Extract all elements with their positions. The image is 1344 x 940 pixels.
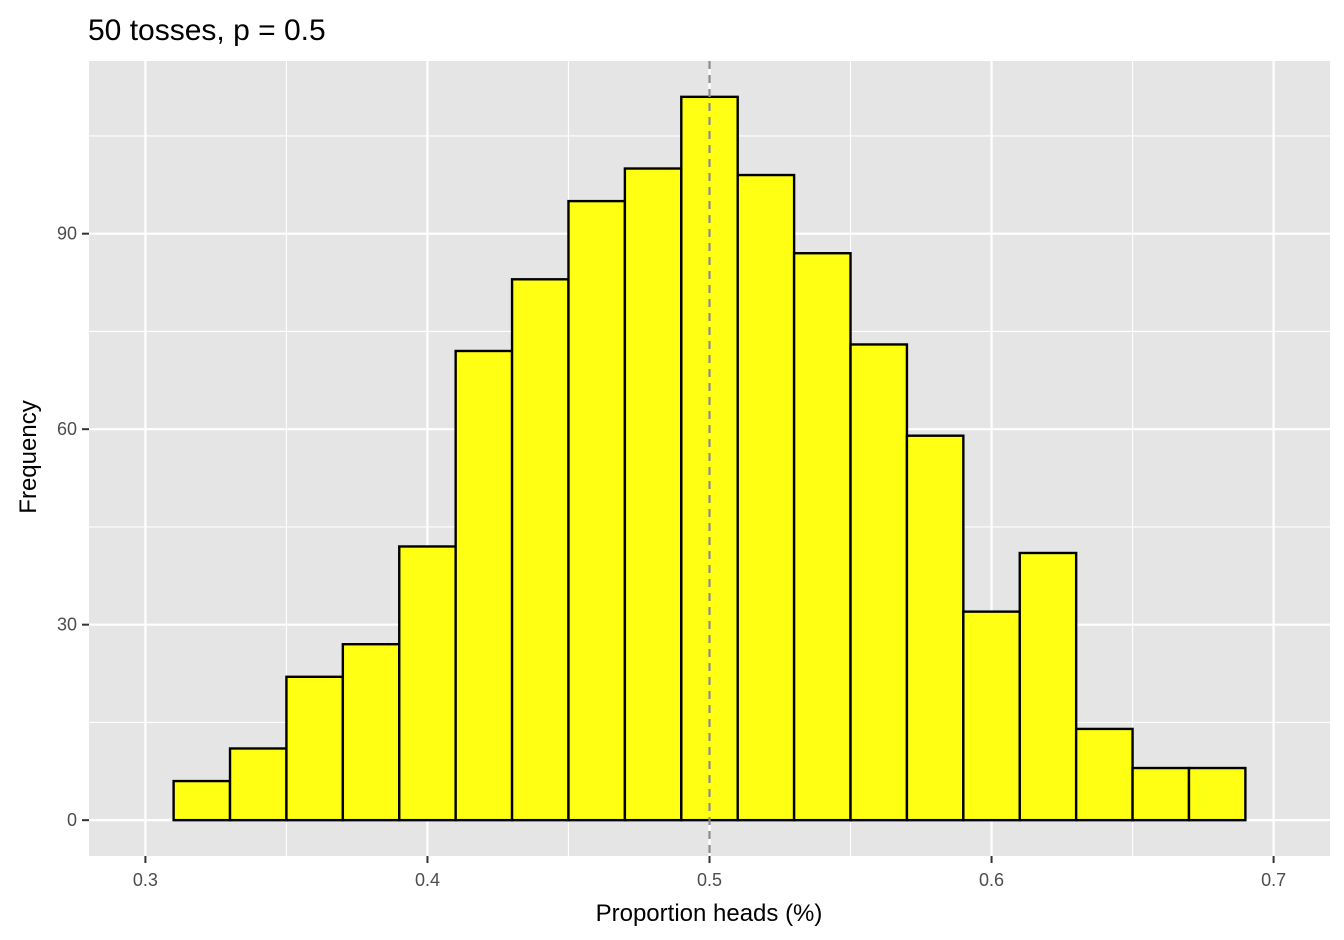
x-tick-label: 0.3: [133, 870, 158, 890]
histogram-bar: [905, 434, 965, 822]
y-tick-label: 0: [67, 810, 77, 830]
histogram-bar: [1074, 727, 1134, 822]
histogram-bar: [510, 278, 570, 822]
x-tick-label: 0.6: [979, 870, 1004, 890]
y-tick-label: 30: [57, 615, 77, 635]
x-axis-title: Proportion heads (%): [596, 900, 823, 927]
histogram-bar: [228, 747, 288, 822]
histogram-bar: [962, 610, 1021, 822]
histogram-bar: [792, 252, 852, 822]
x-tick-label: 0.4: [415, 870, 440, 890]
y-axis: 0 30 60 90: [57, 224, 89, 830]
histogram-bar: [849, 343, 909, 822]
y-tick-label: 60: [57, 419, 77, 439]
histogram-bar: [736, 173, 796, 822]
histogram-bar: [1187, 766, 1247, 822]
histogram-bar: [172, 779, 232, 822]
chart-title: 50 tosses, p = 0.5: [88, 14, 326, 47]
y-axis-title: Frequency: [15, 400, 42, 513]
x-axis: 0.3 0.4 0.5 0.6 0.7: [133, 856, 1286, 890]
x-tick-label: 0.5: [697, 870, 722, 890]
histogram-bar: [285, 675, 345, 822]
histogram-bar: [1018, 551, 1078, 822]
histogram-bar: [398, 545, 457, 822]
histogram-bar: [567, 199, 627, 822]
histogram-bar: [623, 167, 683, 822]
histogram-bar: [1131, 766, 1191, 822]
histogram-bar: [454, 349, 514, 822]
histogram-bar: [341, 643, 401, 822]
x-tick-label: 0.7: [1261, 870, 1286, 890]
y-tick-label: 90: [57, 224, 77, 244]
